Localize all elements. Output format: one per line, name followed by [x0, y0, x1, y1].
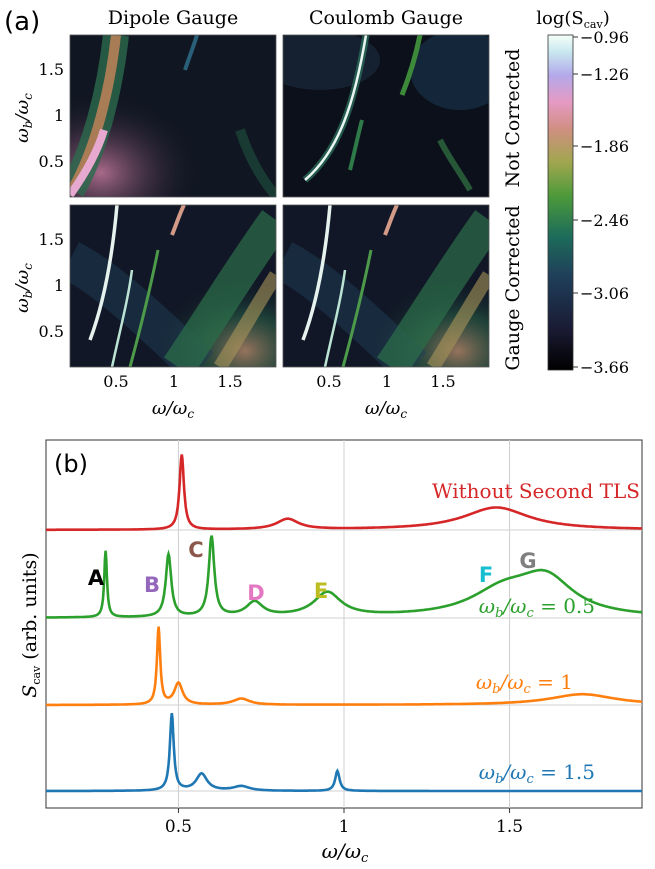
spectra-ylabel: Scav (arb. units)	[19, 552, 43, 697]
cbar-tick-4: −3.06	[580, 284, 629, 303]
series-label-wb-1p5: ωb/ωc = 1.5	[479, 760, 595, 787]
peak-letter-c: C	[188, 538, 203, 562]
colorbar-ticks: −0.96 −1.26 −1.86 −2.46 −3.06 −3.66	[573, 28, 629, 377]
x-tick-right-1: 1	[382, 372, 392, 391]
heatmap-ylabel-bottom: ωb/ωc	[12, 263, 35, 313]
spectra-x-ticks: 0.5 1 1.5	[165, 808, 523, 837]
y-tick-bot-1: 1	[54, 276, 64, 295]
heatmap-y-ticks: 1.5 1 0.5 1.5 1 0.5	[39, 60, 64, 341]
y-tick-top-1: 1	[54, 106, 64, 125]
curve-without-second-tls	[46, 454, 642, 532]
panel-b-label: (b)	[54, 450, 88, 478]
x-tick-label: 1	[339, 817, 350, 837]
peak-letter-b: B	[144, 573, 160, 597]
peak-letter-a: A	[88, 566, 105, 590]
column-title-dipole: Dipole Gauge	[108, 7, 238, 29]
heatmap-coulomb-not-corrected	[283, 35, 489, 197]
y-tick-top-0p5: 0.5	[39, 152, 64, 171]
y-tick-bot-1p5: 1.5	[39, 230, 64, 249]
x-tick-label: 1.5	[496, 817, 523, 837]
cbar-tick-3: −2.46	[580, 211, 629, 230]
peak-letter-g: G	[519, 549, 536, 573]
curve-wb-1p5	[46, 712, 642, 793]
series-label-wb-0p5: ωb/ωc = 0.5	[479, 594, 595, 621]
y-tick-bot-0p5: 0.5	[39, 322, 64, 341]
spectra-xlabel: ω/ωc	[322, 839, 369, 866]
peak-letter-e: E	[314, 579, 328, 603]
cbar-tick-0: −0.96	[580, 28, 629, 47]
colorbar-title: log(Scav)	[536, 8, 609, 31]
column-title-coulomb: Coulomb Gauge	[309, 7, 463, 29]
cbar-tick-5: −3.66	[580, 358, 629, 377]
y-tick-top-1p5: 1.5	[39, 60, 64, 79]
peak-letter-f: F	[479, 563, 493, 587]
curve-wb-0p5	[46, 535, 642, 619]
series-label-wb-1: ωb/ωc = 1	[476, 670, 573, 697]
peak-letters: A B C D E F G	[88, 538, 537, 605]
spectra-curves	[46, 454, 642, 793]
x-tick-right-0p5: 0.5	[316, 372, 341, 391]
series-label-without-tls: Without Second TLS	[432, 479, 640, 503]
heatmap-x-ticks: 0.5 1 1.5 0.5 1 1.5	[103, 372, 455, 391]
peak-letter-d: D	[247, 581, 264, 605]
cbar-tick-2: −1.86	[580, 137, 629, 156]
heatmap-coulomb-gauge-corrected	[283, 205, 489, 367]
x-tick-left-0p5: 0.5	[103, 372, 128, 391]
heatmap-xlabel-right: ω/ωc	[365, 398, 407, 421]
x-tick-right-1p5: 1.5	[430, 372, 455, 391]
curve-wb-1	[46, 626, 642, 707]
x-tick-left-1p5: 1.5	[217, 372, 242, 391]
cbar-tick-1: −1.26	[580, 65, 629, 84]
panel-a-label: (a)	[4, 7, 40, 37]
heatmap-xlabel-left: ω/ωc	[152, 398, 194, 421]
x-tick-label: 0.5	[165, 817, 192, 837]
row-title-gauge-corrected: Gauge Corrected	[502, 205, 524, 370]
heatmap-dipole-not-corrected	[70, 35, 276, 197]
heatmap-dipole-gauge-corrected	[70, 205, 276, 367]
x-tick-left-1: 1	[169, 372, 179, 391]
heatmap-ylabel-top: ωb/ωc	[12, 93, 35, 143]
colorbar	[547, 34, 574, 371]
row-title-not-corrected: Not Corrected	[502, 49, 524, 188]
